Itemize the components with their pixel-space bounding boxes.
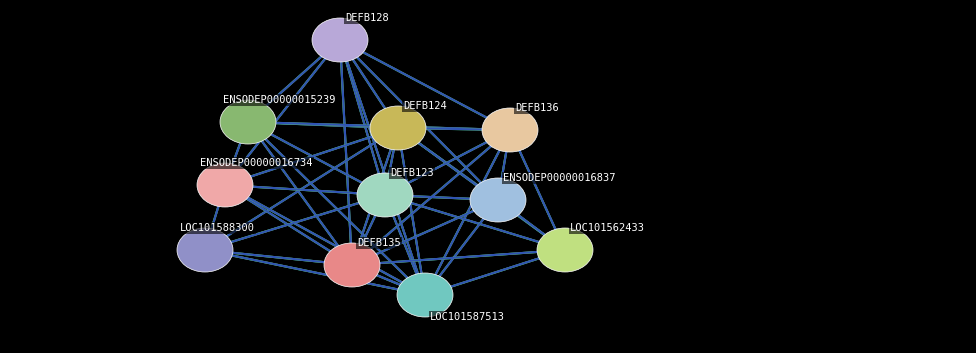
- Text: ENSODEP00000015239: ENSODEP00000015239: [223, 95, 336, 105]
- Text: DEFB123: DEFB123: [390, 168, 433, 178]
- Text: ENSODEP00000016837: ENSODEP00000016837: [503, 173, 616, 183]
- Ellipse shape: [324, 243, 380, 287]
- Text: DEFB136: DEFB136: [515, 103, 558, 113]
- Ellipse shape: [397, 273, 453, 317]
- Ellipse shape: [470, 178, 526, 222]
- Text: LOC101587513: LOC101587513: [430, 312, 505, 322]
- Ellipse shape: [370, 106, 426, 150]
- Ellipse shape: [357, 173, 413, 217]
- Text: ENSODEP00000016734: ENSODEP00000016734: [200, 158, 312, 168]
- Text: LOC101562433: LOC101562433: [570, 223, 645, 233]
- Ellipse shape: [220, 100, 276, 144]
- Text: DEFB135: DEFB135: [357, 238, 401, 248]
- Text: DEFB128: DEFB128: [345, 13, 388, 23]
- Ellipse shape: [537, 228, 593, 272]
- Ellipse shape: [482, 108, 538, 152]
- Ellipse shape: [197, 163, 253, 207]
- Text: LOC101588300: LOC101588300: [180, 223, 255, 233]
- Text: DEFB124: DEFB124: [403, 101, 447, 111]
- Ellipse shape: [177, 228, 233, 272]
- Ellipse shape: [312, 18, 368, 62]
